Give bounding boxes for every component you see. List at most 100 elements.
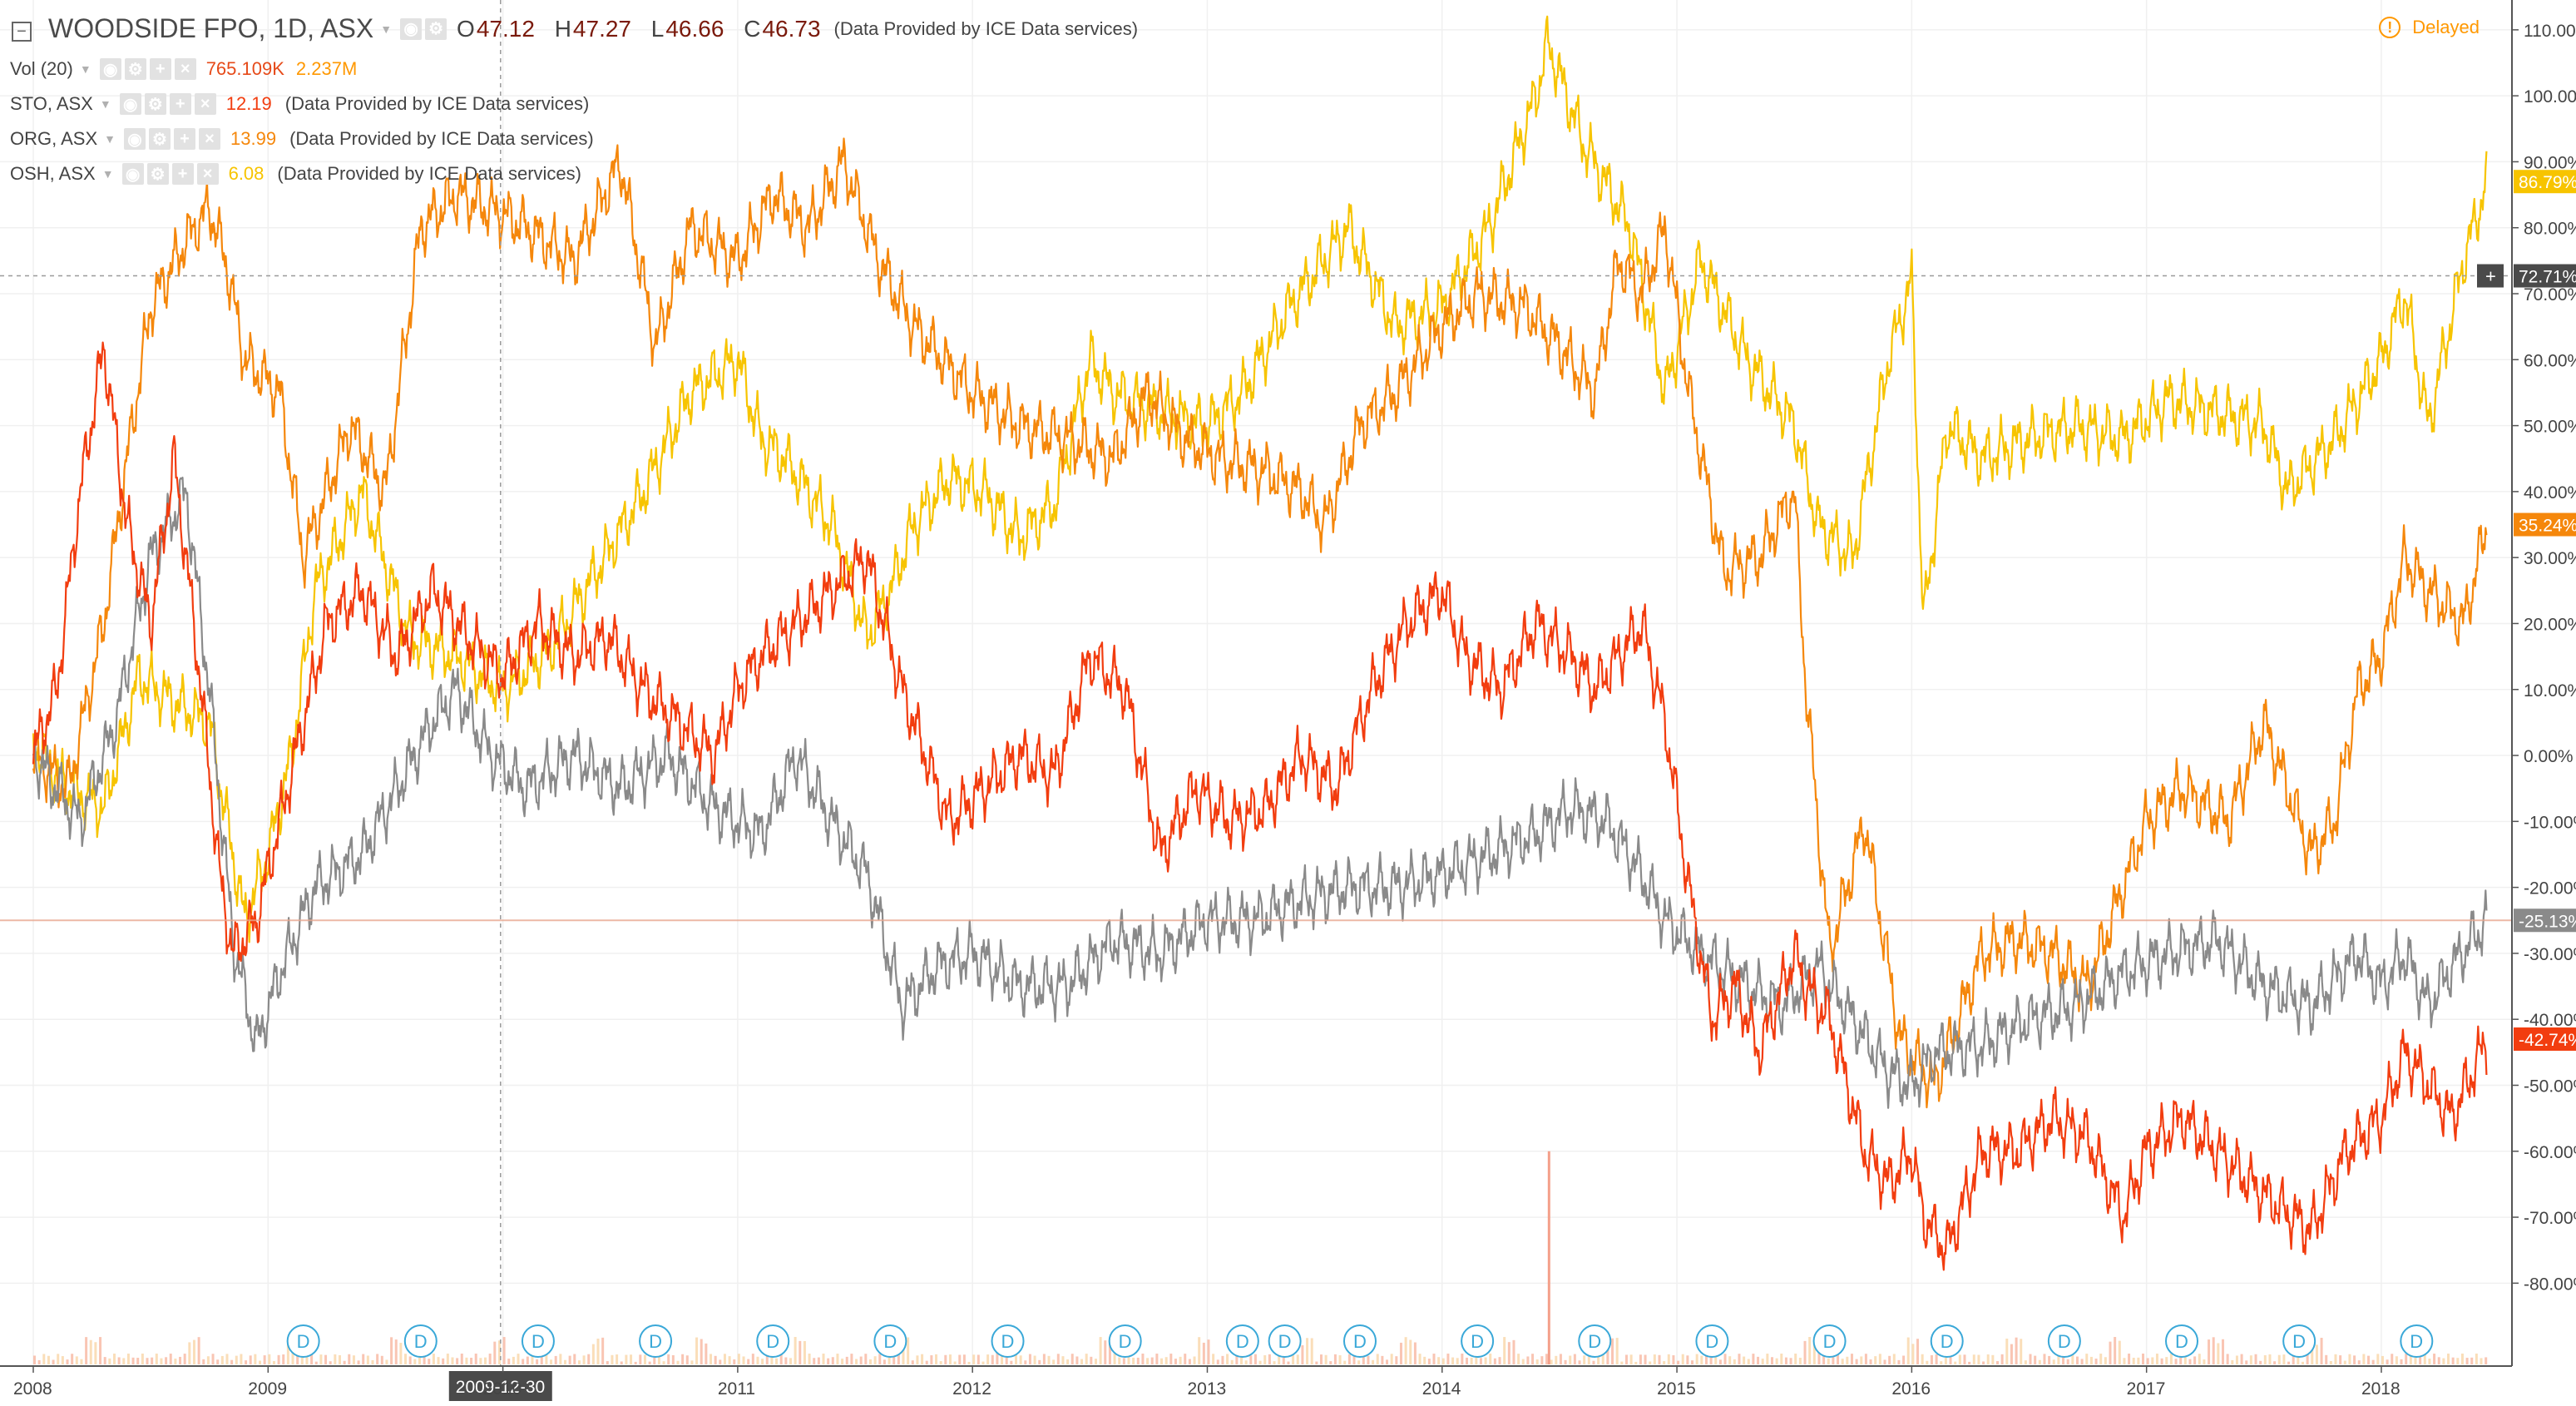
chevron-down-icon[interactable]: ▼ [104,132,116,146]
dividend-marker[interactable] [286,1324,320,1358]
compare-symbol-label[interactable]: ORG, ASX [10,128,98,149]
dividend-marker[interactable] [873,1324,907,1358]
volume-bar [888,1355,891,1364]
price-axis[interactable]: 110.00% 100.00% 90.00% 80.00% 70.00% 60.00% 50… [2511,0,2576,1366]
volume-bar [1024,1360,1027,1364]
dividend-marker[interactable] [991,1324,1025,1358]
volume-bar [676,1360,680,1364]
volume-bar [2080,1359,2084,1364]
visibility-icon[interactable]: ◉ [400,17,423,40]
dividend-marker[interactable] [1930,1324,1964,1358]
volume-bar [1047,1355,1051,1364]
dividend-marker[interactable] [1342,1324,1377,1358]
volume-bar [512,1356,515,1364]
volume-bar [1146,1358,1150,1364]
main-symbol-title[interactable]: WOODSIDE FPO, 1D, ASX [48,13,374,43]
plus-icon[interactable]: + [169,93,191,115]
dividend-marker[interactable] [1225,1324,1259,1358]
volume-bar [817,1357,820,1364]
chevron-down-icon[interactable]: ▼ [101,167,114,181]
volume-bar [2371,1359,2375,1364]
gear-icon[interactable]: ⚙ [144,93,166,115]
chevron-down-icon[interactable]: ▼ [99,97,111,111]
dividend-marker[interactable] [1695,1324,1729,1358]
dividend-marker[interactable] [521,1324,555,1358]
volume-bar [1127,1354,1130,1364]
volume-bar [1108,1341,1111,1364]
volume-bar [1113,1354,1116,1364]
volume-bar [1292,1354,1295,1364]
volume-bar [319,1354,323,1364]
x-tick-label: 2008 [13,1379,52,1399]
volume-bar [2151,1357,2154,1364]
dividend-marker[interactable] [403,1324,438,1358]
plus-icon[interactable]: + [174,128,196,150]
volume-bar [1592,1360,1595,1364]
dividend-marker[interactable] [1812,1324,1847,1358]
dividend-marker[interactable] [2047,1324,2081,1358]
volume-bar [944,1354,947,1364]
gear-icon[interactable]: ⚙ [146,163,169,185]
volume-bar [1855,1359,1858,1364]
dividend-marker[interactable] [2400,1324,2434,1358]
volume-bar [1677,1360,1680,1364]
volume-bar [99,1337,102,1364]
chevron-down-icon[interactable]: ▼ [79,62,91,76]
x-tick-label: 2017 [2127,1379,2166,1399]
delayed-indicator[interactable]: ! Delayed [2379,17,2480,38]
dividend-marker[interactable] [2282,1324,2316,1358]
dividend-marker[interactable] [756,1324,790,1358]
gear-icon[interactable]: ⚙ [124,58,146,80]
x-tick-label: 2018 [2361,1379,2400,1399]
dividend-marker[interactable] [639,1324,673,1358]
close-icon[interactable]: × [174,58,196,80]
dividend-marker[interactable] [1461,1324,1495,1358]
volume-bar [2254,1354,2257,1364]
visibility-icon[interactable]: ◉ [124,128,146,150]
volume-bar [1775,1358,1778,1364]
volume-bar [794,1337,797,1364]
dividend-marker[interactable] [1108,1324,1142,1358]
volume-bar [596,1339,600,1364]
close-icon[interactable]: × [196,163,219,185]
volume-bar [2165,1357,2168,1364]
close-icon[interactable]: × [199,128,221,150]
volume-bar [2104,1357,2107,1364]
volume-label[interactable]: Vol (20) [10,58,73,79]
gear-icon[interactable]: ⚙ [149,128,171,150]
series-last-value-label: -42.74% [2519,1031,2576,1050]
volume-bar [103,1357,106,1364]
dividend-marker[interactable] [1578,1324,1612,1358]
dividend-marker-label: D [1588,1331,1601,1352]
volume-bar [1404,1337,1407,1364]
gear-icon[interactable]: ⚙ [425,17,447,40]
y-tick-label: -10.00% [2524,813,2576,832]
crosshair-price-badge [2514,264,2576,288]
collapse-toggle-icon[interactable]: − [12,22,32,42]
main-data-source: (Data Provided by ICE Data services) [833,17,1139,39]
volume-bar [705,1343,708,1364]
volume-bar [1691,1360,1694,1364]
volume-bar [921,1354,924,1364]
visibility-icon[interactable]: ◉ [119,93,141,115]
dividend-marker[interactable] [1268,1324,1302,1358]
volume-bar [522,1359,525,1364]
volume-bar [1832,1357,1835,1364]
plus-icon[interactable]: + [171,163,194,185]
dividend-marker[interactable] [2165,1324,2199,1358]
visibility-icon[interactable]: ◉ [99,58,121,80]
volume-bar [587,1354,591,1364]
volume-bar [225,1354,229,1364]
plus-icon[interactable]: + [149,58,171,80]
volume-bar [1615,1338,1619,1364]
visibility-icon[interactable]: ◉ [121,163,144,185]
volume-bar [1475,1354,1478,1364]
compare-symbol-label[interactable]: OSH, ASX [10,163,96,184]
time-axis[interactable]: 2008 2009 2010 2011 2012 2013 2014 2015 2016 2017… [0,1365,2512,1399]
close-icon[interactable]: × [194,93,216,115]
series-last-value-badge [2514,170,2576,194]
compare-symbol-label[interactable]: STO, ASX [10,93,93,114]
chevron-down-icon[interactable]: ▼ [380,22,393,36]
